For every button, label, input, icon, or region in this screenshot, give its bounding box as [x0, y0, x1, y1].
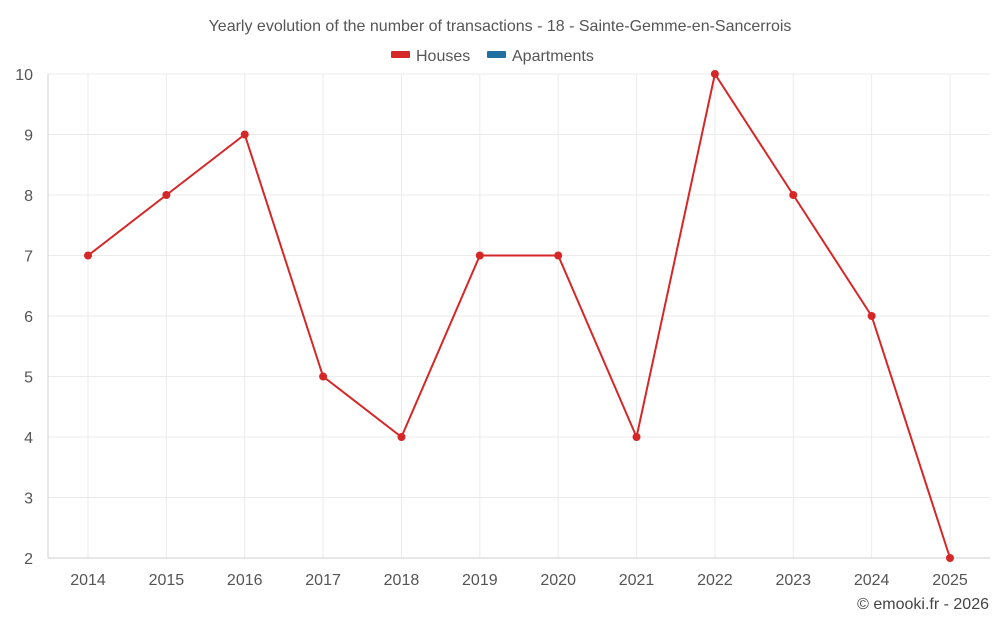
y-tick-label: 6 [24, 309, 33, 326]
x-tick-label: 2023 [775, 572, 811, 589]
x-tick-label: 2018 [384, 572, 420, 589]
y-tick-label: 5 [24, 370, 33, 387]
credit-text: © emooki.fr - 2026 [857, 596, 989, 613]
y-tick-label: 7 [24, 249, 33, 266]
legend-swatch-apartments[interactable] [487, 51, 506, 58]
legend-label-apartments[interactable]: Apartments [512, 48, 594, 65]
data-point-houses-2017[interactable] [319, 372, 328, 381]
chart-title: Yearly evolution of the number of transa… [209, 18, 792, 35]
x-tick-label: 2014 [70, 572, 106, 589]
grid [48, 73, 990, 559]
data-point-houses-2016[interactable] [240, 130, 249, 139]
data-point-houses-2018[interactable] [397, 433, 406, 441]
data-point-houses-2021[interactable] [632, 433, 641, 441]
y-tick-label: 10 [15, 67, 33, 84]
legend: Houses Apartments [391, 48, 594, 65]
x-tick-label: 2024 [854, 572, 890, 589]
y-tick-label: 2 [24, 551, 33, 568]
x-tick-label: 2022 [697, 572, 733, 589]
data-point-houses-2014[interactable] [84, 251, 92, 260]
data-point-houses-2022[interactable] [710, 70, 719, 78]
data-point-houses-2019[interactable] [475, 251, 484, 260]
data-point-houses-2024[interactable] [867, 312, 876, 320]
data-point-houses-2025[interactable] [946, 554, 954, 562]
x-tick-label: 2015 [149, 572, 185, 589]
axes: 2 3 4 5 6 7 8 9 10 2014 2015 2016 2017 2018 2019 2020 20… [15, 67, 990, 589]
data-point-houses-2023[interactable] [789, 191, 798, 199]
y-tick-label: 4 [24, 430, 33, 447]
y-tick-label: 9 [24, 128, 33, 145]
y-tick-label: 8 [24, 188, 33, 205]
x-tick-label: 2021 [619, 572, 655, 589]
x-tick-label: 2025 [932, 572, 968, 589]
legend-swatch-houses[interactable] [391, 51, 410, 58]
data-point-houses-2015[interactable] [162, 191, 171, 199]
legend-label-houses[interactable]: Houses [416, 48, 470, 65]
data-point-houses-2020[interactable] [554, 251, 563, 260]
x-tick-label: 2019 [462, 572, 498, 589]
x-tick-label: 2017 [305, 572, 341, 589]
series-houses [84, 70, 954, 562]
y-tick-label: 3 [24, 491, 33, 508]
series-line-houses [87, 73, 951, 559]
x-tick-label: 2016 [227, 572, 263, 589]
x-tick-label: 2020 [540, 572, 576, 589]
